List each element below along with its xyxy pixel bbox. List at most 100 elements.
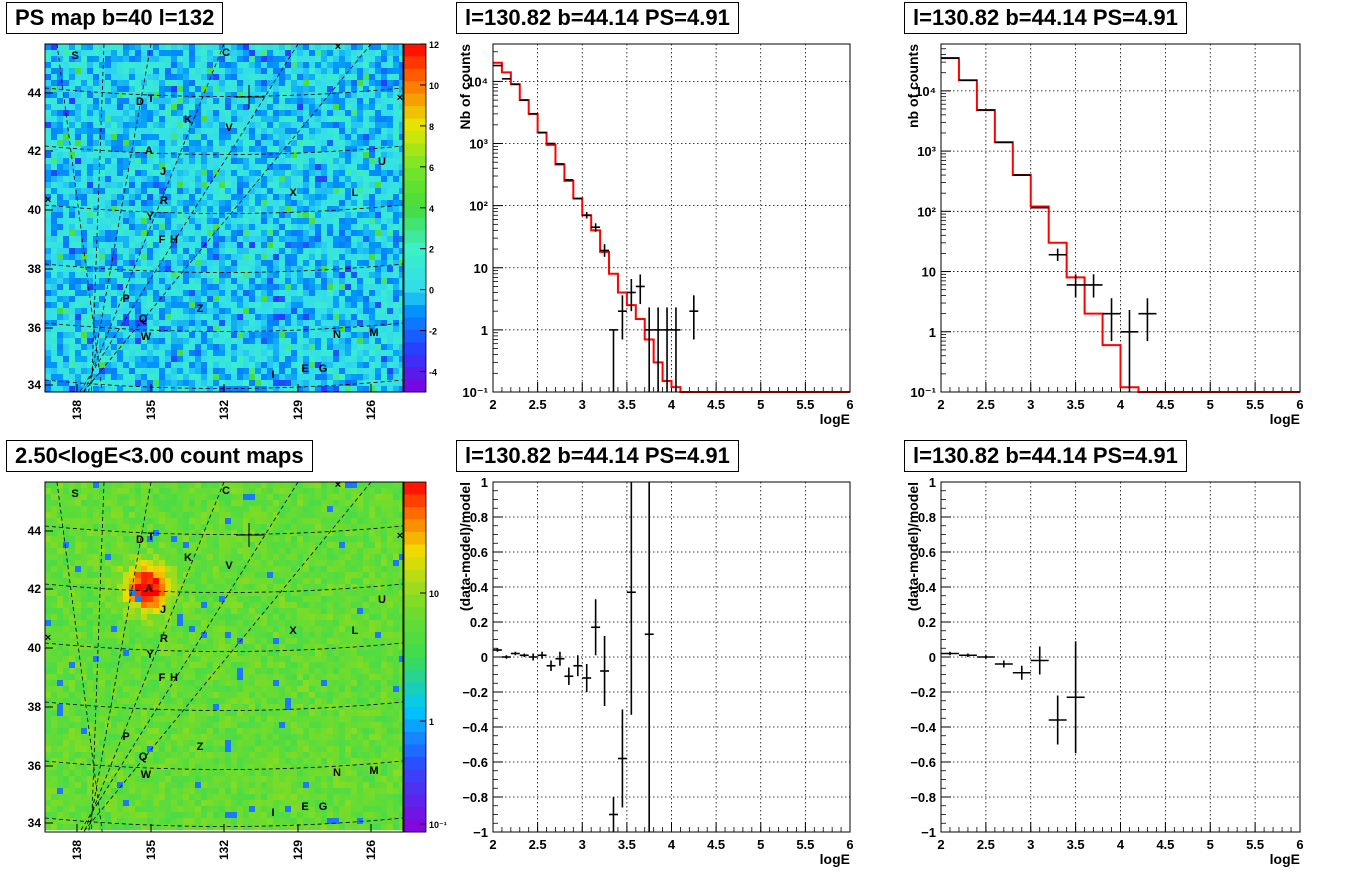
map-pixel <box>99 260 106 267</box>
map-pixel <box>387 98 394 105</box>
map-pixel <box>315 50 322 57</box>
map-pixel <box>327 158 334 165</box>
map-pixel <box>93 56 100 63</box>
map-pixel <box>267 536 274 543</box>
map-pixel <box>153 272 160 279</box>
map-pixel <box>57 284 64 291</box>
map-pixel <box>339 80 346 87</box>
map-pixel <box>171 590 178 597</box>
map-pixel <box>363 254 370 261</box>
map-pixel <box>339 278 346 285</box>
map-pixel <box>339 296 346 303</box>
map-pixel <box>201 518 208 525</box>
map-pixel <box>273 584 280 591</box>
map-pixel <box>159 248 166 255</box>
map-pixel <box>105 578 112 585</box>
map-pixel <box>177 584 184 591</box>
map-pixel <box>237 50 244 57</box>
map-pixel <box>357 380 364 387</box>
map-pixel <box>123 110 130 117</box>
map-pixel <box>225 386 232 393</box>
map-pixel <box>105 566 112 573</box>
map-pixel <box>261 302 268 309</box>
map-pixel <box>399 362 406 369</box>
map-pixel <box>105 50 112 57</box>
map-pixel <box>69 596 76 603</box>
map-pixel <box>171 98 178 105</box>
map-pixel <box>117 584 124 591</box>
map-pixel <box>345 44 352 51</box>
map-pixel <box>69 98 76 105</box>
map-pixel <box>285 614 292 621</box>
map-pixel <box>75 566 82 573</box>
map-pixel <box>189 542 196 549</box>
map-pixel <box>273 560 280 567</box>
map-pixel <box>267 578 274 585</box>
map-pixel <box>357 248 364 255</box>
map-pixel <box>387 140 394 147</box>
map-pixel <box>165 278 172 285</box>
map-pixel <box>87 272 94 279</box>
map-pixel <box>129 68 136 75</box>
map-pixel <box>117 566 124 573</box>
map-pixel <box>315 500 322 507</box>
map-pixel <box>87 188 94 195</box>
map-pixel <box>267 296 274 303</box>
map-pixel <box>111 308 118 315</box>
map-pixel <box>363 278 370 285</box>
map-pixel <box>177 212 184 219</box>
map-pixel <box>165 560 172 567</box>
map-pixel <box>195 572 202 579</box>
map-pixel <box>279 116 286 123</box>
map-pixel <box>315 308 322 315</box>
map-pixel <box>387 332 394 339</box>
map-pixel <box>279 236 286 243</box>
map-pixel <box>279 482 286 489</box>
map-pixel <box>303 344 310 351</box>
map-pixel <box>63 194 70 201</box>
map-pixel <box>321 350 328 357</box>
map-pixel <box>99 128 106 135</box>
map-pixel <box>303 146 310 153</box>
map-pixel <box>51 350 58 357</box>
map-pixel <box>87 386 94 393</box>
map-pixel <box>225 512 232 519</box>
map-pixel <box>183 380 190 387</box>
map-pixel <box>375 494 382 501</box>
map-pixel <box>351 272 358 279</box>
map-pixel <box>351 194 358 201</box>
map-pixel <box>195 80 202 87</box>
map-pixel <box>273 200 280 207</box>
map-pixel <box>267 284 274 291</box>
map-pixel <box>261 170 268 177</box>
map-pixel <box>171 494 178 501</box>
map-pixel <box>297 170 304 177</box>
map-pixel <box>393 530 400 537</box>
map-pixel <box>345 272 352 279</box>
map-pixel <box>309 482 316 489</box>
map-pixel <box>231 500 238 507</box>
map-pixel <box>339 560 346 567</box>
map-pixel <box>357 194 364 201</box>
map-pixel <box>183 80 190 87</box>
map-pixel <box>81 62 88 69</box>
map-pixel <box>315 224 322 231</box>
map-pixel <box>255 86 262 93</box>
map-pixel <box>297 506 304 513</box>
map-pixel <box>51 596 58 603</box>
map-pixel <box>81 512 88 519</box>
map-pixel <box>207 386 214 393</box>
map-pixel <box>201 224 208 231</box>
map-pixel <box>363 266 370 273</box>
map-pixel <box>261 614 268 621</box>
map-pixel <box>153 50 160 57</box>
map-pixel <box>237 284 244 291</box>
map-pixel <box>81 188 88 195</box>
map-pixel <box>243 380 250 387</box>
map-pixel <box>183 254 190 261</box>
map-pixel <box>177 296 184 303</box>
map-pixel <box>369 116 376 123</box>
map-pixel <box>159 608 166 615</box>
map-pixel <box>321 170 328 177</box>
map-pixel <box>177 104 184 111</box>
